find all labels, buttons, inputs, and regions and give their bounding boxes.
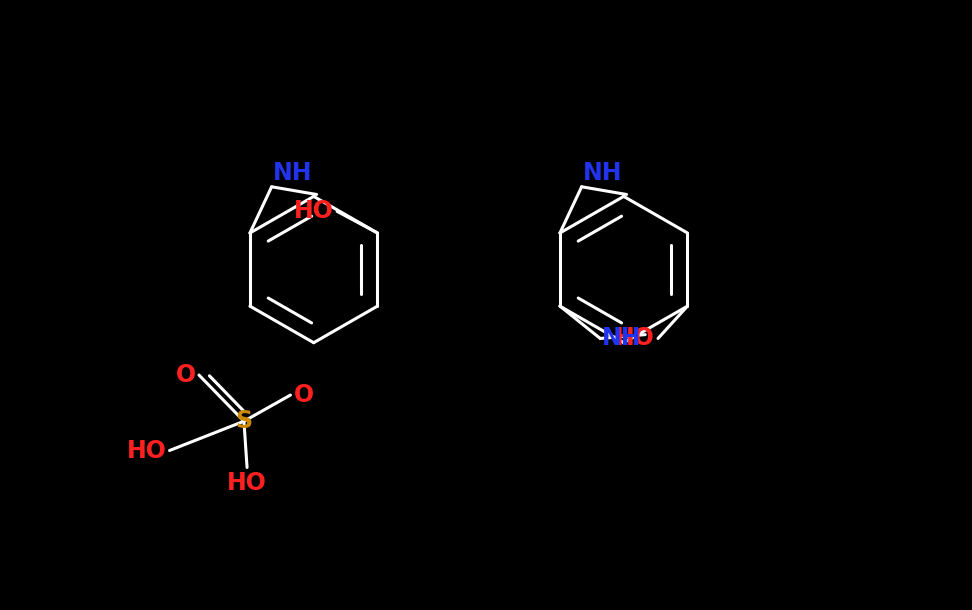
Text: NH: NH: [273, 161, 313, 185]
Text: NH: NH: [583, 161, 623, 185]
Text: S: S: [235, 409, 253, 433]
Text: HO: HO: [295, 199, 334, 223]
Text: O: O: [294, 383, 314, 407]
Text: NH: NH: [602, 326, 642, 351]
Text: HO: HO: [126, 439, 166, 462]
Text: O: O: [176, 363, 196, 387]
Text: HO: HO: [227, 470, 267, 495]
Text: HO: HO: [615, 326, 655, 351]
